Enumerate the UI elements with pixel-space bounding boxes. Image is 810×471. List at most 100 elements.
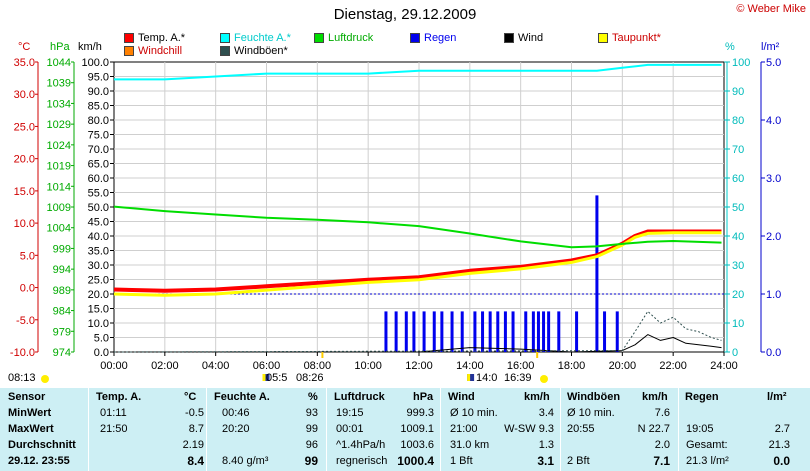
series-line-temp-a: [113, 229, 722, 293]
x-tick-label: 06:00: [253, 360, 281, 372]
hdr-rain: Regen: [685, 391, 719, 403]
legend-label-windchill: Windchill: [138, 45, 183, 57]
moon-icon-half: [262, 374, 266, 381]
legend-label-temp: Temp. A.*: [138, 32, 186, 44]
temp-axis-tick-label: 0.0: [20, 283, 35, 295]
wind-axis-tick-label: 70.0: [88, 144, 109, 156]
x-tick-label: 02:00: [151, 360, 179, 372]
unit-humidity: %: [725, 41, 735, 53]
cell-w-a-row3: 1 Bft: [450, 455, 473, 467]
rain-bar: [524, 311, 528, 352]
humidity-axis-tick-label: 70: [732, 144, 744, 156]
pressure-axis-tick-label: 994: [53, 264, 71, 276]
rain-bar: [488, 311, 492, 352]
x-tick-label: 24:00: [710, 360, 738, 372]
wind-axis-tick-label: 80.0: [88, 115, 109, 127]
legend-swatch-gusts: [220, 46, 230, 56]
legend-windchill: Windchill: [124, 45, 182, 57]
rain-bar: [440, 311, 444, 352]
wind-axis-tick-label: 15.0: [88, 304, 109, 316]
wind-axis-tick-label: 75.0: [88, 130, 109, 142]
cell-r-a-row3: 21.3 l/m²: [686, 455, 729, 467]
cell-r-b-row2: 21.3: [768, 439, 790, 451]
cell-p-time-row0: 19:15: [336, 407, 364, 419]
cell-p-val-row1: 1009.1: [400, 423, 434, 435]
temp-axis-tick-label: 20.0: [14, 154, 35, 166]
humidity-axis-tick-label: 60: [732, 173, 744, 185]
hdr-wind: Wind: [448, 391, 475, 403]
humidity-axis-tick-label: 20: [732, 289, 744, 301]
cell-t-val-row2: 2.19: [182, 439, 204, 451]
rain-bar: [473, 311, 477, 352]
cell-t-val-row1: 8.7: [188, 423, 204, 435]
legend-label-pressure: Luftdruck: [328, 32, 374, 44]
credit-text: © Weber Mike: [736, 3, 806, 15]
pressure-axis-tick-label: 1029: [47, 119, 71, 131]
rain-bar: [531, 311, 535, 352]
rain-bar: [384, 311, 388, 352]
wind-axis-tick-label: 85.0: [88, 101, 109, 113]
cell-w-a-row0: Ø 10 min.: [450, 407, 498, 419]
cell-h-val-row0: 93: [305, 407, 318, 419]
cell-p-val-row0: 999.3: [406, 407, 434, 419]
hdr-gusts-unit: km/h: [642, 391, 668, 403]
temp-axis-tick-label: -5.0: [16, 315, 35, 327]
wind-axis-tick-label: 50.0: [88, 202, 109, 214]
rain-bar: [615, 311, 619, 352]
cell-p-time-row1: 00:01: [336, 423, 364, 435]
cell-h-val-row1: 99: [305, 423, 318, 435]
cell-h-val-row2: 96: [305, 439, 318, 451]
hdr-gusts: Windböen: [567, 391, 621, 403]
wind-axis-tick-label: 25.0: [88, 275, 109, 287]
hdr-rain-unit: l/m²: [767, 391, 787, 403]
cell-t-time-row0: 01:11: [100, 407, 127, 419]
cell-label-row1: MaxWert: [8, 423, 54, 435]
legend-swatch-rain: [410, 33, 420, 43]
rain-bar: [422, 311, 426, 352]
legend-pressure: Luftdruck: [314, 32, 373, 44]
pressure-axis-tick-label: 989: [53, 285, 71, 297]
cell-g-b-row2: 2.0: [654, 439, 670, 451]
rain-axis-tick-label: 2.0: [766, 231, 781, 243]
cell-g-b-row3: 7.1: [653, 454, 670, 468]
cell-g-a-row0: Ø 10 min.: [567, 407, 615, 419]
cell-w-a-row2: 31.0 km: [450, 439, 490, 451]
cell-r-a-row1: 19:05: [686, 423, 714, 435]
cell-label-row3: 29.12. 23:55: [8, 455, 70, 467]
sunset-time: 16:39: [504, 372, 532, 384]
humidity-axis-tick-label: 80: [732, 115, 744, 127]
weather-chart: 35.0 30.0 25.0 20.0 15.0 10.0 5.0 0.0 -5.0 -10.0 1…: [10, 57, 781, 381]
pressure-axis-tick-label: 1009: [47, 202, 71, 214]
cell-g-b-row1: N 22.7: [637, 423, 670, 435]
cell-t-time-row1: 21:50: [100, 423, 128, 435]
moon-time-2: 08:26: [296, 372, 324, 384]
pressure-axis-tick-label: 1039: [47, 78, 71, 90]
cell-h-val-row3: 99: [304, 454, 318, 468]
rain-axis-tick-label: 0.0: [766, 347, 781, 359]
legend-dewpoint: Taupunkt*: [598, 32, 661, 44]
wind-axis-tick-label: 95.0: [88, 72, 109, 84]
rain-bar: [557, 311, 561, 352]
stats-table: Sensor Temp. A. °C Feuchte A. % Luftdruc…: [0, 388, 810, 471]
unit-pressure: hPa: [50, 41, 70, 53]
rain-bar: [404, 311, 408, 352]
sunrise-icon: [41, 375, 49, 383]
legend-swatch-dewpoint: [598, 33, 608, 43]
moon-time-1: 05:5: [266, 372, 288, 384]
hdr-wind-unit: km/h: [524, 391, 550, 403]
temp-axis-tick-label: 15.0: [14, 186, 35, 198]
humidity-axis-tick-label: 30: [732, 260, 744, 272]
cell-w-a-row1: 21:00: [450, 423, 478, 435]
legend-label-humidity: Feuchte A.*: [234, 32, 291, 44]
unit-temp: °C: [18, 41, 31, 53]
humidity-axis-tick-label: 50: [732, 202, 744, 214]
humidity-axis-tick-label: 90: [732, 86, 744, 98]
cell-p-time-row2: ^1.4hPa/h: [336, 439, 386, 451]
x-tick-label: 04:00: [202, 360, 230, 372]
legend-swatch-temp: [124, 33, 134, 43]
cell-label-row2: Durchschnitt: [8, 439, 76, 451]
temp-axis-tick-label: 5.0: [20, 250, 35, 262]
legend-gusts: Windböen*: [220, 45, 288, 57]
cell-p-val-row3: 1000.4: [397, 454, 434, 468]
cell-h-time-row3: 8.40 g/m³: [222, 455, 269, 467]
